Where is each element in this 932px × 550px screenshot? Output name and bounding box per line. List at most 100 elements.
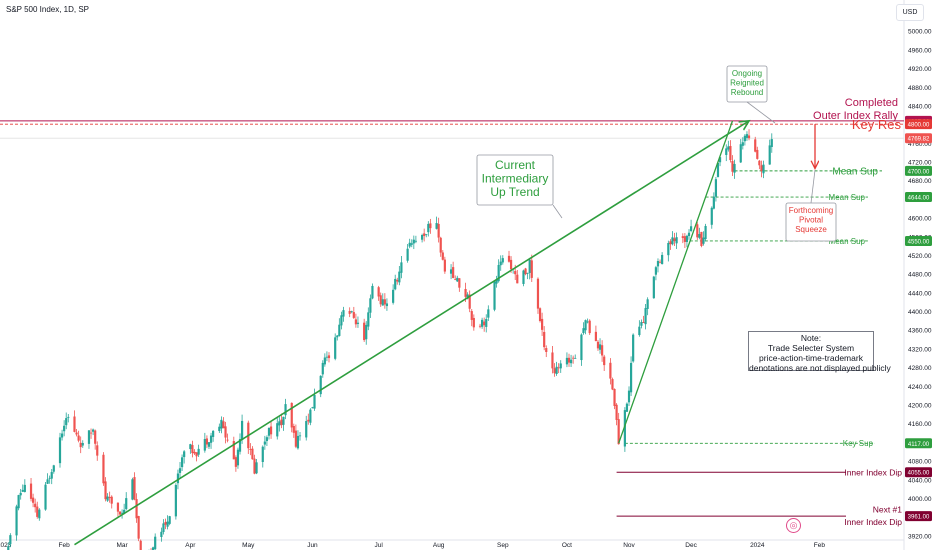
candle-body: [439, 237, 442, 253]
candle-body: [19, 492, 22, 496]
candle-body: [120, 512, 124, 514]
candle-body: [162, 523, 165, 532]
candle-body: [369, 298, 372, 313]
candle-body: [443, 259, 446, 272]
candle-body: [350, 311, 353, 313]
candle-body: [116, 502, 120, 512]
price-tick-label: 4920.00: [908, 66, 932, 73]
candle-body: [232, 441, 235, 460]
price-label-text: 4769.82: [908, 137, 930, 143]
price-tick-label: 4480.00: [908, 272, 932, 279]
candle-body: [365, 324, 368, 340]
candle-body: [756, 149, 759, 159]
candle-body: [396, 279, 399, 282]
candle-body: [572, 357, 575, 359]
candle-body: [58, 437, 62, 464]
candle-body: [625, 403, 629, 412]
candle-body: [106, 496, 109, 501]
candle-body: [282, 416, 285, 425]
candle-body: [687, 232, 691, 237]
candle-body: [224, 426, 227, 438]
candle-body: [408, 242, 411, 247]
price-tick-label: 4600.00: [908, 216, 932, 223]
candle-body: [263, 441, 266, 445]
candle-body: [234, 457, 237, 467]
candle-body: [309, 409, 312, 423]
price-label-text: 4550.00: [908, 239, 930, 245]
candle-body: [452, 267, 455, 278]
candle-body: [716, 162, 720, 177]
candle-body: [524, 268, 527, 275]
note-line: price-action-time-trademark: [759, 353, 863, 363]
candle-body: [667, 243, 670, 256]
candle-body: [541, 318, 544, 330]
candle-body: [574, 358, 577, 359]
candle-body: [555, 366, 558, 374]
candle-body: [205, 438, 209, 445]
candle-body: [611, 379, 614, 390]
note-box: Note: Trade Selecter System price-action…: [748, 331, 891, 373]
candle-body: [21, 489, 24, 492]
candle-body: [340, 315, 343, 326]
candle-body: [81, 442, 84, 446]
price-label-tag: [905, 438, 932, 449]
candle-body: [240, 420, 244, 440]
candle-body: [94, 430, 97, 444]
candle-body: [553, 368, 556, 374]
candle-body: [557, 367, 560, 369]
candle-body: [714, 179, 718, 197]
mean-sup-label: Mean Sup: [829, 193, 866, 202]
time-axis[interactable]: 2023 Feb Mar Apr May Jun Jul Aug Sep Oct Nov Dec 202…: [0, 539, 904, 549]
price-tick-label: 4440.00: [908, 290, 932, 297]
time-tick-label: 2024: [750, 542, 765, 549]
ongoing-rebound-callout-text: Reignited: [730, 79, 764, 88]
candle-body: [154, 536, 157, 550]
candle-body: [36, 506, 39, 517]
candle-body: [261, 446, 264, 462]
time-tick-label: Jul: [374, 542, 383, 549]
candle-body: [654, 267, 658, 275]
currency-button[interactable]: USD: [896, 4, 924, 21]
candle-body: [596, 341, 600, 349]
candle-body: [50, 472, 53, 479]
candle-body: [704, 225, 707, 240]
candle-body: [65, 418, 68, 426]
candle-body: [23, 484, 26, 492]
candle-body: [400, 262, 403, 273]
candle-body: [603, 356, 606, 366]
candle-body: [658, 261, 662, 263]
ongoing-rebound-callout-pointer: [746, 101, 776, 124]
candle-body: [632, 334, 635, 362]
note-line: denotations are not displayed publicly: [749, 363, 891, 373]
candle-body: [352, 312, 355, 318]
candle-body: [218, 426, 221, 432]
price-tick-label: 4160.00: [908, 421, 932, 428]
candle-body: [642, 322, 645, 323]
candle-body: [77, 435, 80, 441]
ongoing-rebound-callout-text: Rebound: [731, 88, 763, 97]
candle-body: [32, 497, 35, 503]
price-label-text: 4800.00: [908, 123, 930, 129]
candle-body: [284, 404, 287, 416]
candle-body: [255, 462, 258, 474]
candle-body: [280, 419, 283, 426]
candle-body: [168, 516, 171, 524]
price-label-text: 4055.00: [908, 471, 930, 477]
candle-body: [379, 295, 382, 305]
candle-body: [381, 299, 384, 306]
price-labels: 4807.004800.004769.824700.004644.004550.…: [905, 115, 932, 522]
candle-body: [195, 452, 198, 457]
candle-body: [38, 509, 41, 519]
price-label-tag: [905, 133, 932, 144]
candle-body: [87, 430, 91, 444]
candle-body: [410, 243, 413, 245]
candle-body: [689, 226, 693, 231]
candle-body: [712, 196, 715, 209]
candle-body: [209, 435, 213, 443]
candle-body: [207, 442, 211, 447]
candle-body: [29, 483, 33, 499]
candle-body: [702, 237, 705, 244]
candle-body: [472, 317, 475, 328]
